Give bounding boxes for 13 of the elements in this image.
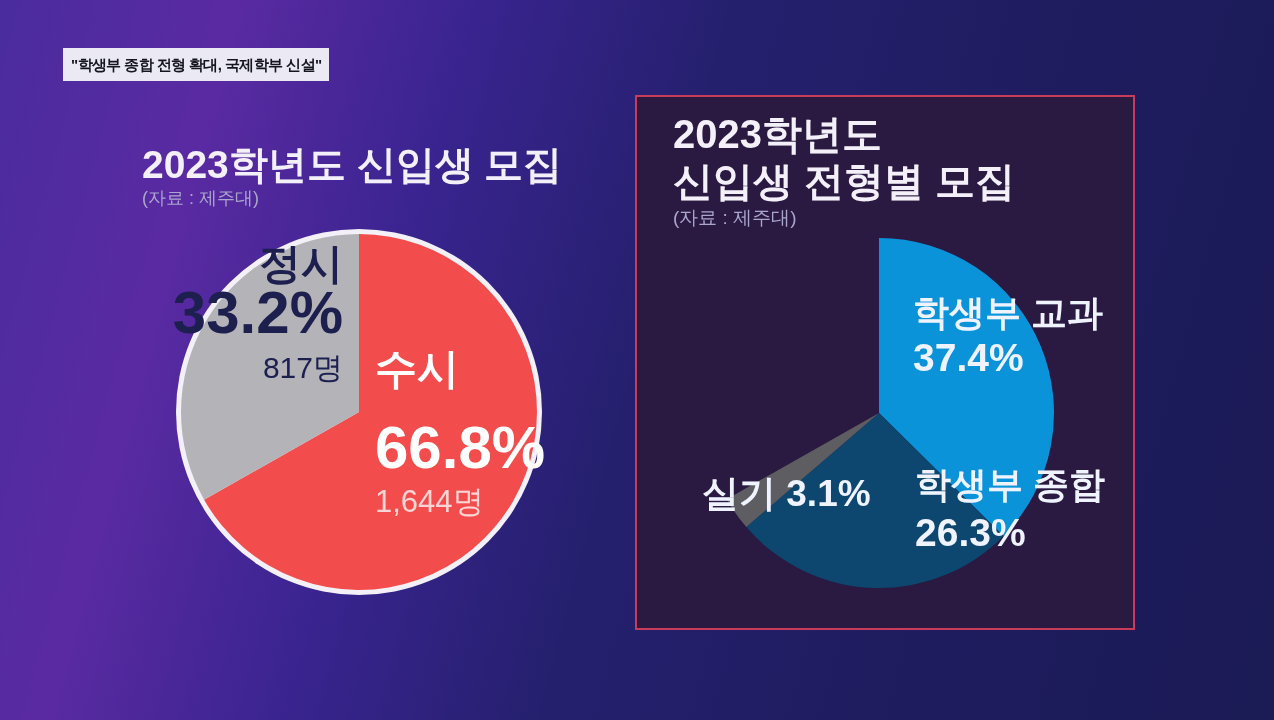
text: 1,644명: [375, 484, 484, 519]
slice-label: 학생부 종합: [915, 464, 1106, 505]
data-label: 37.4%: [913, 336, 1024, 379]
slice-label: 실기 3.1%: [702, 473, 871, 514]
text: 817명: [262, 351, 343, 384]
slice-label: 수시: [375, 345, 459, 392]
data-label: 26.3%: [915, 511, 1026, 554]
caption-box: "학생부 종합 전형 확대, 국제학부 신설": [63, 48, 330, 81]
chart-title: 2023학년도 신입생 모집: [142, 143, 563, 186]
chart-subtitle: (자료 : 제주대): [142, 188, 259, 208]
chart-subtitle: (자료 : 제주대): [673, 207, 797, 228]
chart-title: 2023학년도 신입생 전형별 모집: [673, 112, 1016, 203]
slice-label: 학생부 교과: [913, 292, 1104, 333]
